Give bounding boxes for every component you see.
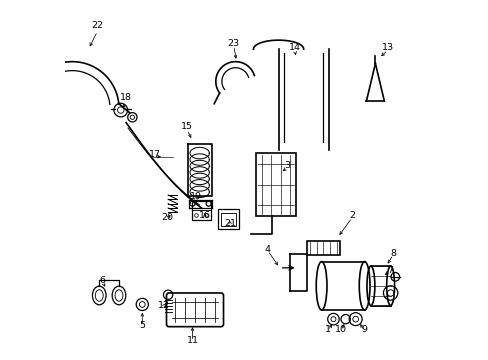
Text: 6: 6 — [100, 276, 105, 285]
Text: 4: 4 — [264, 246, 270, 255]
Text: 1: 1 — [325, 325, 330, 334]
Text: 17: 17 — [148, 150, 161, 159]
Text: 18: 18 — [120, 93, 132, 102]
Text: 23: 23 — [227, 39, 239, 48]
Text: 14: 14 — [288, 43, 300, 52]
Text: 20: 20 — [161, 213, 173, 222]
Text: 2: 2 — [348, 211, 354, 220]
Text: 8: 8 — [389, 249, 395, 258]
Text: 7: 7 — [386, 266, 392, 275]
Text: 10: 10 — [334, 325, 346, 334]
Text: 19: 19 — [190, 192, 202, 201]
Text: 11: 11 — [186, 336, 198, 345]
Text: 21: 21 — [224, 219, 236, 228]
Text: 13: 13 — [381, 43, 393, 52]
Text: 9: 9 — [361, 325, 367, 334]
Text: 15: 15 — [181, 122, 193, 131]
Text: 16: 16 — [199, 211, 211, 220]
Text: 3: 3 — [284, 161, 290, 170]
Text: 5: 5 — [139, 321, 145, 330]
Text: 12: 12 — [158, 301, 169, 310]
Text: 22: 22 — [91, 21, 103, 30]
